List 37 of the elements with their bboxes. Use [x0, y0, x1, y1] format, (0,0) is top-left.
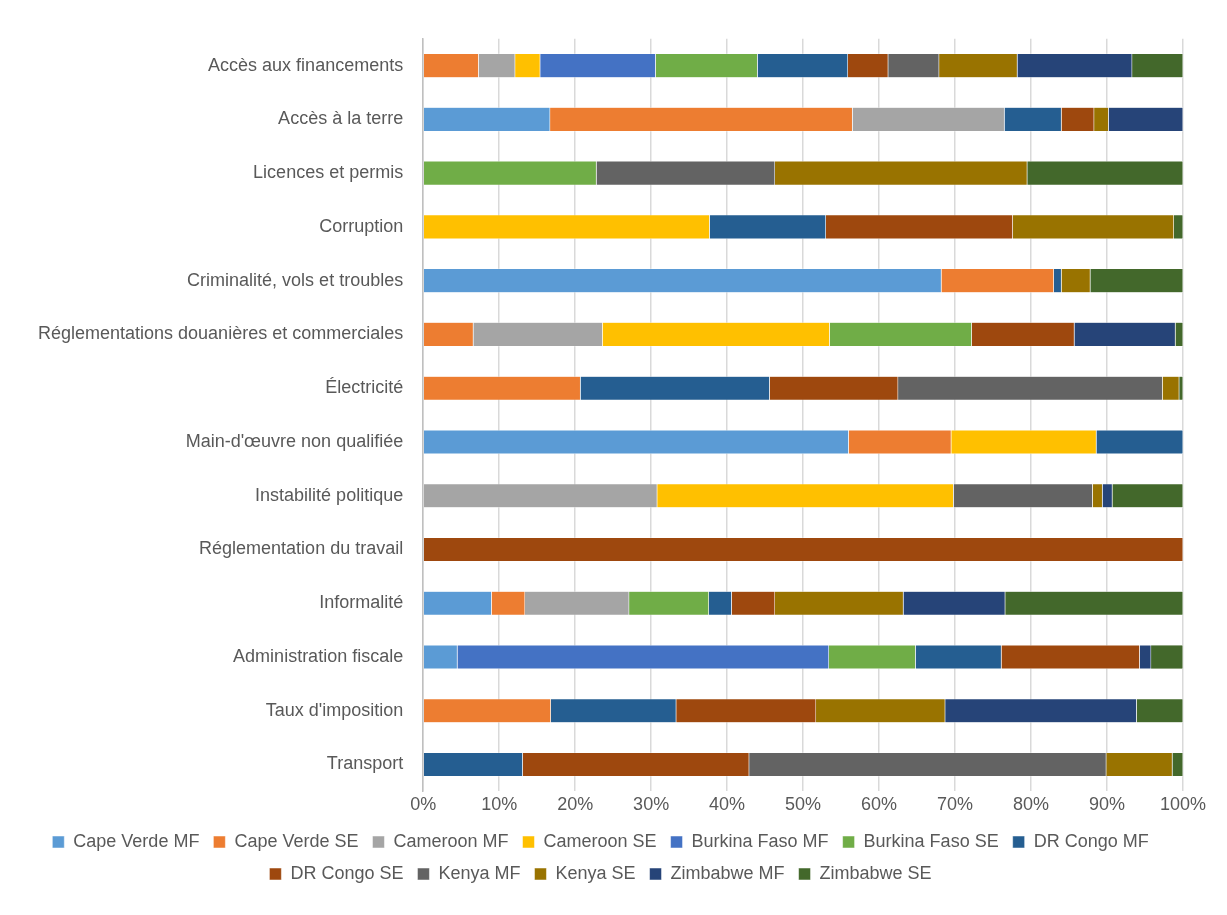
- y-tick-label: Réglementations douanières et commerciales: [38, 323, 404, 344]
- x-tick-label: 50%: [785, 794, 822, 815]
- y-tick-label: Transport: [326, 753, 404, 774]
- y-tick-label: Accès à la terre: [278, 108, 404, 129]
- legend-label: Zimbabwe MF: [670, 862, 785, 883]
- legend-label: DR Congo MF: [1033, 830, 1149, 851]
- legend-label: Cape Verde MF: [73, 830, 200, 851]
- y-tick-label: Corruption: [319, 215, 404, 236]
- y-tick-label: Taux d'imposition: [265, 699, 404, 720]
- legend-label: Kenya MF: [438, 862, 521, 883]
- y-tick-label: Accès aux financements: [208, 54, 404, 75]
- x-tick-label: 60%: [861, 794, 898, 815]
- legend-label: Kenya SE: [555, 862, 636, 883]
- y-tick-label: Administration fiscale: [233, 645, 404, 666]
- x-tick-label: 0%: [410, 794, 437, 815]
- legend-label: Zimbabwe SE: [819, 862, 932, 883]
- x-tick-label: 30%: [633, 794, 670, 815]
- y-tick-label: Électricité: [325, 377, 404, 398]
- y-tick-label: Licences et permis: [253, 162, 404, 183]
- y-tick-label: Réglementation du travail: [199, 538, 404, 559]
- x-tick-label: 80%: [1013, 794, 1050, 815]
- legend-label: Cape Verde SE: [234, 830, 359, 851]
- legend-label: Burkina Faso MF: [691, 830, 829, 851]
- x-tick-label: 10%: [481, 794, 518, 815]
- legend-label: Cameroon MF: [393, 830, 509, 851]
- x-tick-label: 40%: [709, 794, 746, 815]
- legend-label: DR Congo SE: [290, 862, 404, 883]
- legend-label: Cameroon SE: [543, 830, 657, 851]
- x-tick-label: 20%: [557, 794, 594, 815]
- x-tick-label: 100%: [1159, 794, 1207, 815]
- y-tick-label: Main-d'œuvre non qualifiée: [185, 430, 404, 451]
- legend-label: Burkina Faso SE: [863, 830, 999, 851]
- y-tick-label: Informalité: [319, 592, 404, 613]
- y-tick-label: Instabilité politique: [255, 484, 404, 505]
- y-tick-label: Criminalité, vols et troubles: [187, 269, 404, 290]
- x-tick-label: 90%: [1089, 794, 1126, 815]
- x-tick-label: 70%: [937, 794, 974, 815]
